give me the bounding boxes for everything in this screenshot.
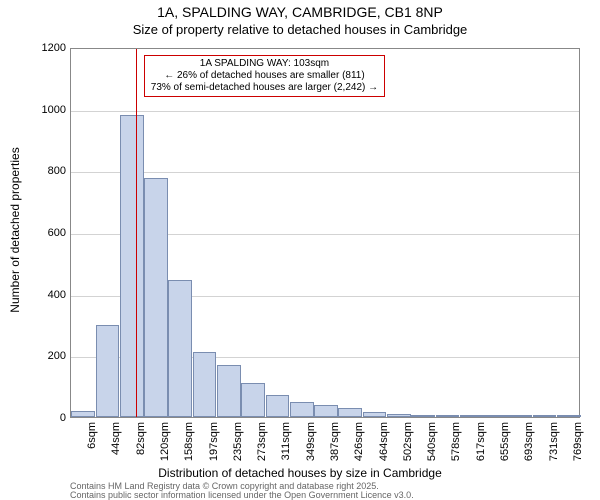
histogram-bar xyxy=(338,408,362,417)
y-tick-label: 600 xyxy=(40,227,66,239)
x-tick-label: 578sqm xyxy=(450,422,462,472)
histogram-bar xyxy=(144,178,168,417)
x-tick-label: 731sqm xyxy=(548,422,560,472)
histogram-bar xyxy=(217,365,241,417)
x-tick-label: 426sqm xyxy=(353,422,365,472)
histogram-bar xyxy=(363,412,387,417)
x-tick-label: 311sqm xyxy=(280,422,292,472)
x-tick-label: 44sqm xyxy=(110,422,122,472)
histogram-bar xyxy=(533,415,557,417)
histogram-bar xyxy=(411,415,435,417)
histogram-bar xyxy=(96,325,120,418)
histogram-bar xyxy=(484,415,508,417)
footer-line: Contains public sector information licen… xyxy=(70,491,414,500)
y-tick-label: 400 xyxy=(40,289,66,301)
histogram-bar xyxy=(193,352,217,417)
attribution-footer: Contains HM Land Registry data © Crown c… xyxy=(70,482,414,500)
histogram-bar xyxy=(120,115,144,417)
property-annotation-box: 1A SPALDING WAY: 103sqm ← 26% of detache… xyxy=(144,55,385,97)
histogram-bar xyxy=(71,411,95,417)
histogram-bar xyxy=(508,415,532,417)
x-tick-label: 464sqm xyxy=(378,422,390,472)
y-tick-label: 200 xyxy=(40,350,66,362)
histogram-bar xyxy=(436,415,460,417)
x-tick-label: 693sqm xyxy=(523,422,535,472)
x-tick-label: 6sqm xyxy=(86,422,98,472)
x-tick-label: 769sqm xyxy=(572,422,584,472)
x-tick-label: 273sqm xyxy=(256,422,268,472)
property-marker-line xyxy=(136,49,137,417)
histogram-bar xyxy=(241,383,265,417)
x-tick-label: 502sqm xyxy=(402,422,414,472)
x-tick-label: 235sqm xyxy=(232,422,244,472)
histogram-bar xyxy=(266,395,290,417)
x-tick-label: 82sqm xyxy=(135,422,147,472)
annotation-line: 1A SPALDING WAY: 103sqm xyxy=(151,58,378,70)
y-tick-label: 1200 xyxy=(40,42,66,54)
y-tick-label: 1000 xyxy=(40,104,66,116)
histogram-plot: 1A SPALDING WAY: 103sqm ← 26% of detache… xyxy=(70,48,580,418)
histogram-bar xyxy=(460,415,484,417)
y-tick-label: 0 xyxy=(40,412,66,424)
y-tick-label: 800 xyxy=(40,165,66,177)
grid-line xyxy=(71,111,579,112)
histogram-bar xyxy=(387,414,411,417)
x-tick-label: 540sqm xyxy=(426,422,438,472)
x-tick-label: 617sqm xyxy=(475,422,487,472)
histogram-bar xyxy=(290,402,314,417)
grid-line xyxy=(71,172,579,173)
chart-title: 1A, SPALDING WAY, CAMBRIDGE, CB1 8NP xyxy=(0,4,600,20)
x-tick-label: 120sqm xyxy=(159,422,171,472)
x-tick-label: 349sqm xyxy=(305,422,317,472)
x-tick-label: 158sqm xyxy=(183,422,195,472)
histogram-bar xyxy=(557,415,581,417)
annotation-line: ← 26% of detached houses are smaller (81… xyxy=(151,70,378,82)
chart-subtitle: Size of property relative to detached ho… xyxy=(0,22,600,37)
x-tick-label: 197sqm xyxy=(208,422,220,472)
histogram-bar xyxy=(314,405,338,417)
x-tick-label: 655sqm xyxy=(499,422,511,472)
annotation-line: 73% of semi-detached houses are larger (… xyxy=(151,82,378,94)
x-tick-label: 387sqm xyxy=(329,422,341,472)
histogram-bar xyxy=(168,280,192,417)
